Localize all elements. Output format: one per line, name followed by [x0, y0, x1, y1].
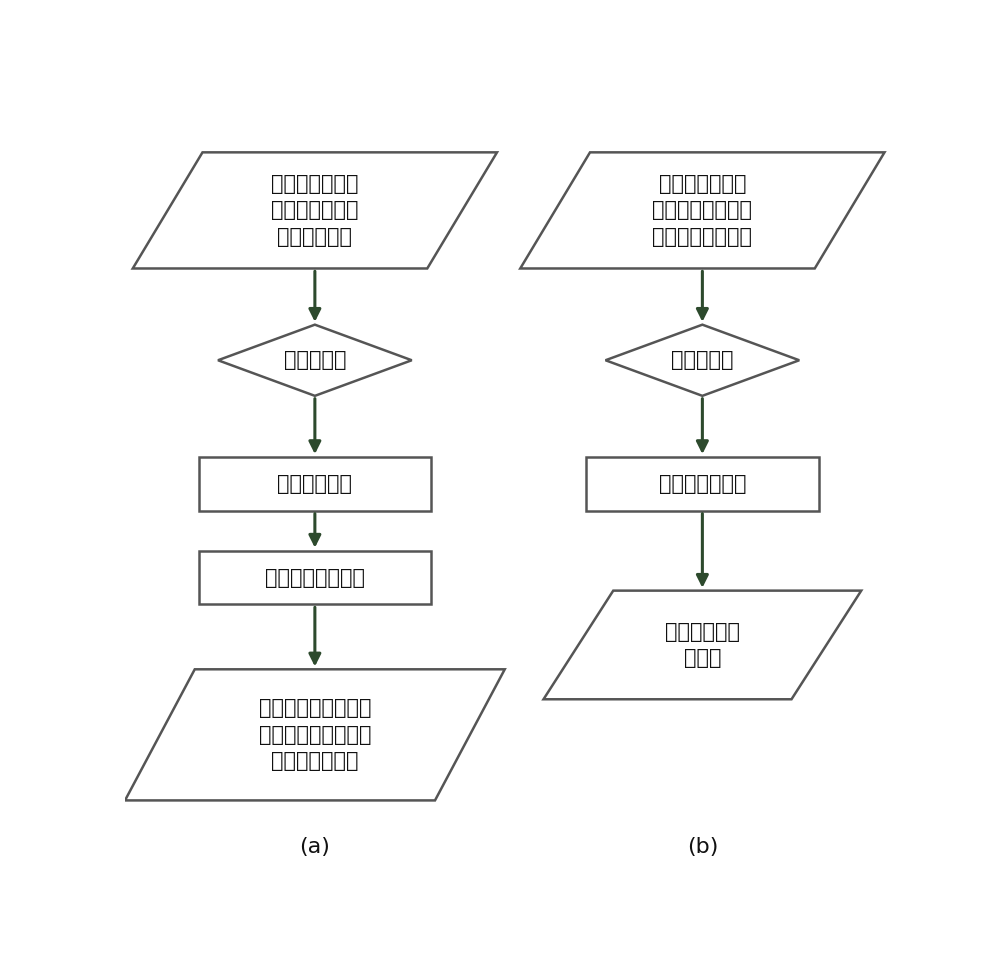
- Text: 模拟逆变器输
出功率: 模拟逆变器输 出功率: [665, 622, 740, 668]
- Text: 光伏电池老化模型: 光伏电池老化模型: [265, 567, 365, 588]
- Text: 光伏阵列模拟参数：
模拟直流电流、直流
电压、交流功率: 光伏阵列模拟参数： 模拟直流电流、直流 电压、交流功率: [259, 699, 371, 772]
- Bar: [199, 551, 431, 604]
- Text: 光伏系统实测参
数：直流侧电压、
电流，交流侧功率: 光伏系统实测参 数：直流侧电压、 电流，交流侧功率: [652, 174, 752, 247]
- Bar: [199, 457, 431, 511]
- Polygon shape: [606, 325, 799, 396]
- Text: (b): (b): [687, 837, 718, 857]
- Polygon shape: [544, 591, 861, 700]
- Text: 逆变器输出模型: 逆变器输出模型: [659, 474, 746, 494]
- Bar: [586, 457, 819, 511]
- Text: 数据自诊断: 数据自诊断: [284, 350, 346, 371]
- Polygon shape: [125, 669, 505, 801]
- Text: (a): (a): [299, 837, 330, 857]
- Polygon shape: [133, 153, 497, 269]
- Text: 环境参数：辐照
度、环境温度、
光伏背板温度: 环境参数：辐照 度、环境温度、 光伏背板温度: [271, 174, 359, 247]
- Polygon shape: [218, 325, 412, 396]
- Polygon shape: [520, 153, 885, 269]
- Text: 数据自诊断: 数据自诊断: [671, 350, 734, 371]
- Text: 光伏电池模型: 光伏电池模型: [277, 474, 352, 494]
